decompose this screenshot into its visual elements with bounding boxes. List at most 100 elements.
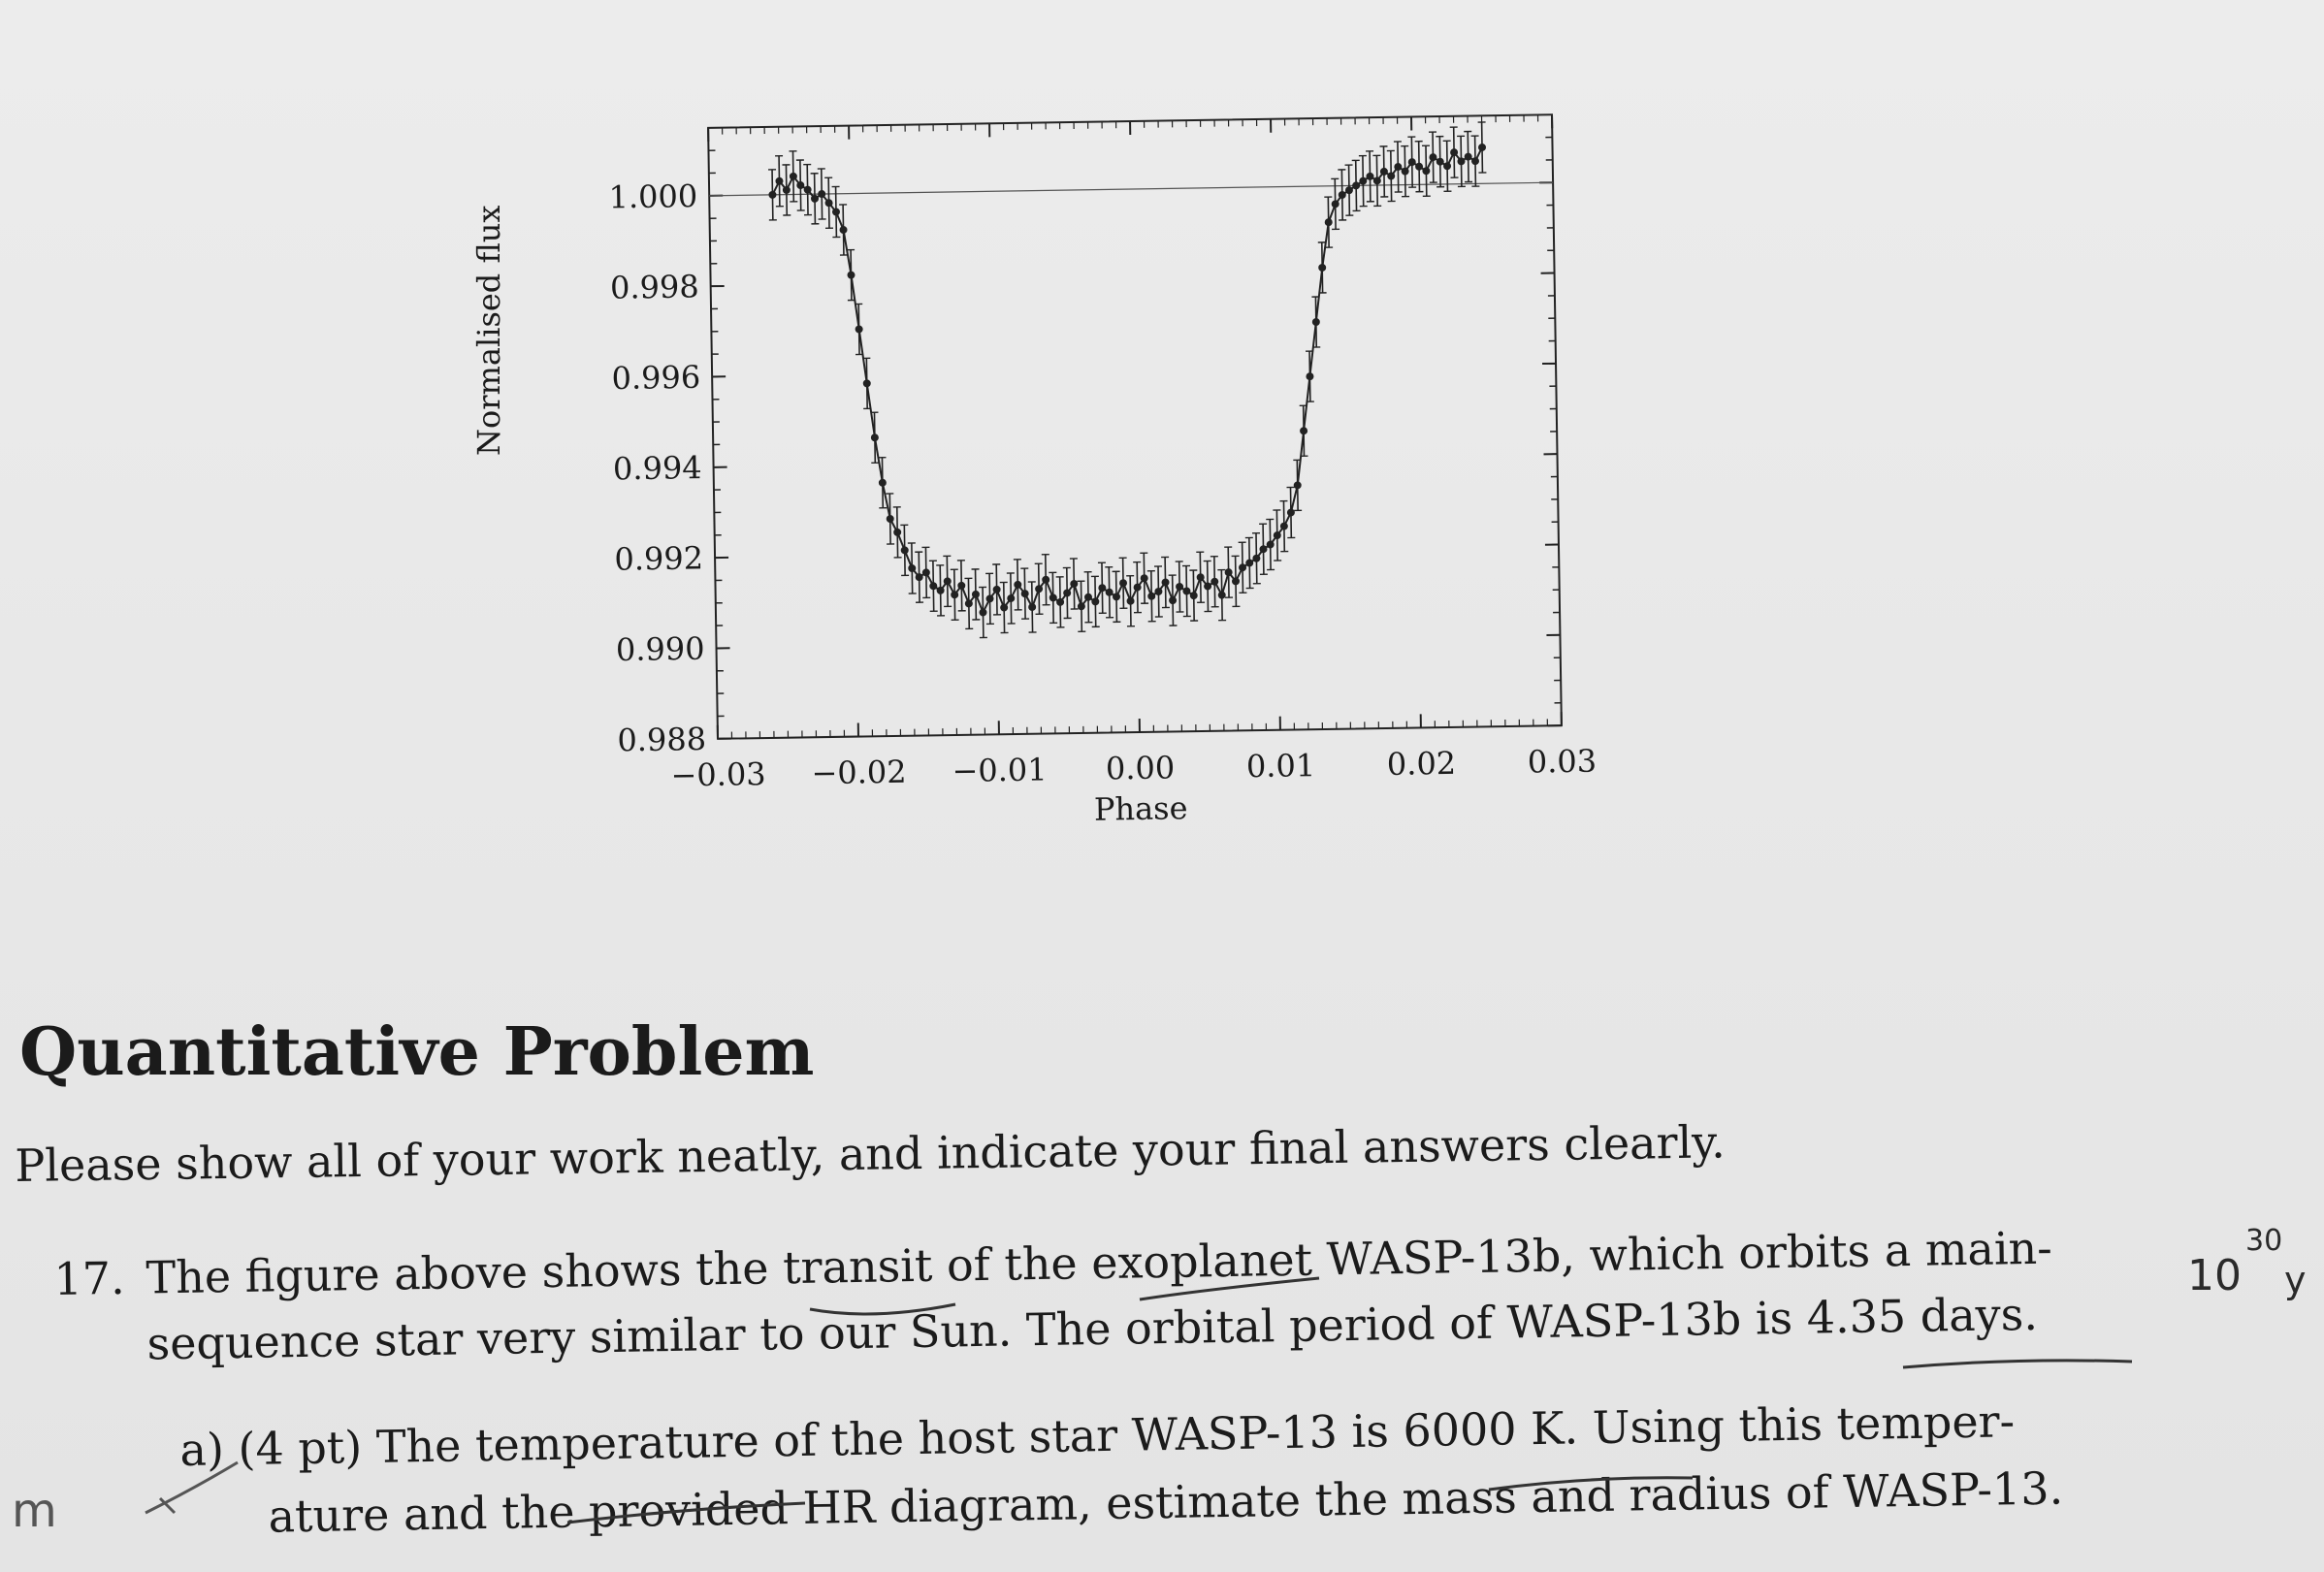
data-point (1126, 596, 1135, 605)
data-point (789, 172, 797, 180)
data-point (1324, 218, 1333, 227)
data-point (1154, 587, 1163, 595)
data-point (1311, 318, 1320, 327)
data-point (1147, 592, 1156, 600)
data-point (1436, 157, 1444, 166)
data-point (1478, 144, 1487, 152)
data-point (957, 581, 966, 590)
data-point (1293, 481, 1302, 490)
data-point (870, 433, 879, 442)
data-point (1091, 597, 1100, 606)
instructions-text: Please show all of your work neatly, and… (15, 1115, 1727, 1192)
data-point (900, 546, 909, 555)
data-point (936, 586, 945, 594)
data-point (811, 194, 820, 203)
data-point (847, 271, 855, 279)
data-point (1407, 158, 1416, 167)
data-point (1415, 162, 1424, 171)
data-point (862, 379, 871, 388)
data-point (1300, 427, 1308, 435)
handwritten-note-trailing: y (2284, 1259, 2307, 1301)
x-axis-label: Phase (1094, 789, 1188, 828)
data-point (1007, 594, 1016, 603)
x-tick-label: 0.03 (1528, 743, 1598, 781)
data-point (1464, 152, 1472, 161)
question-part-a: a) (4 pt) The temperature of the host st… (179, 1387, 2064, 1552)
data-point (1070, 580, 1079, 589)
data-point (1252, 554, 1261, 562)
handwritten-note-base: 10 (2187, 1251, 2242, 1300)
plot-group: 1.000 0.998 0.996 0.994 0.992 0.990 0.988−0.03… (608, 113, 1598, 828)
data-point (1014, 580, 1022, 589)
data-point (1239, 563, 1247, 572)
data-point (1457, 157, 1466, 166)
data-point (1224, 568, 1233, 577)
y-tick-label: 0.988 (617, 721, 706, 758)
data-point (1359, 176, 1368, 185)
light-curve-chart: 1.000 0.998 0.996 0.994 0.992 0.990 0.988−0.03… (608, 113, 1598, 828)
data-point (1028, 603, 1037, 612)
data-point (1429, 153, 1437, 162)
y-axis-label: Normalised flux (470, 205, 507, 456)
data-point (1169, 596, 1178, 605)
question-17: 17. The figure above shows the transit of… (53, 1212, 2228, 1378)
x-tick-label: 0.02 (1387, 745, 1457, 783)
y-tick-label: 1.000 (608, 177, 697, 215)
data-point (1063, 589, 1072, 597)
data-point (1338, 190, 1346, 199)
transit-light-curve-figure: 1.000 0.998 0.996 0.994 0.992 0.990 0.988 −0.03… (524, 97, 1610, 853)
data-point (1387, 172, 1396, 180)
data-point (878, 478, 887, 487)
data-point (1035, 585, 1044, 594)
x-tick-label: −0.03 (670, 755, 766, 794)
question-number: 17. (53, 1251, 126, 1305)
data-point (1176, 582, 1184, 591)
data-point (886, 514, 894, 523)
data-point (803, 185, 812, 194)
data-point (1372, 176, 1381, 185)
data-point (1352, 181, 1361, 190)
data-point (1056, 597, 1065, 606)
data-point (1232, 577, 1241, 586)
data-point (908, 563, 917, 572)
data-point (1098, 584, 1107, 593)
data-point (1217, 591, 1226, 599)
data-point (915, 573, 923, 582)
data-point (964, 599, 973, 608)
data-point (951, 591, 959, 599)
data-point (831, 208, 840, 216)
model-curve (771, 146, 1483, 615)
data-point (1266, 540, 1275, 549)
data-point (1306, 372, 1314, 381)
data-point (1020, 590, 1029, 598)
y-tick-label: 0.990 (616, 630, 705, 668)
data-point (971, 590, 980, 598)
data-point (1049, 594, 1057, 602)
data-point (1401, 167, 1409, 176)
section-title: Quantitative Problem (19, 1013, 815, 1091)
data-point (1443, 162, 1452, 171)
x-tick-label: −0.02 (811, 754, 907, 792)
data-point (1204, 582, 1212, 591)
data-point (824, 199, 833, 208)
data-point (1379, 167, 1388, 176)
data-point (1084, 593, 1093, 601)
data-point (921, 568, 930, 577)
data-point (1140, 574, 1148, 583)
data-point (929, 582, 938, 591)
y-tick-label: 0.994 (613, 449, 702, 487)
data-point (1470, 157, 1479, 166)
data-point (1042, 575, 1050, 584)
data-point (1331, 200, 1340, 209)
x-tick-label: 0.01 (1246, 747, 1316, 785)
data-point (1119, 579, 1128, 588)
data-point (992, 585, 1001, 594)
data-point (1161, 578, 1170, 587)
y-tick-label: 0.992 (614, 539, 703, 577)
data-point (1366, 172, 1374, 180)
data-point (1245, 559, 1254, 567)
y-tick-label: 0.996 (611, 359, 700, 397)
data-point (1344, 186, 1353, 195)
data-point (1279, 522, 1288, 530)
